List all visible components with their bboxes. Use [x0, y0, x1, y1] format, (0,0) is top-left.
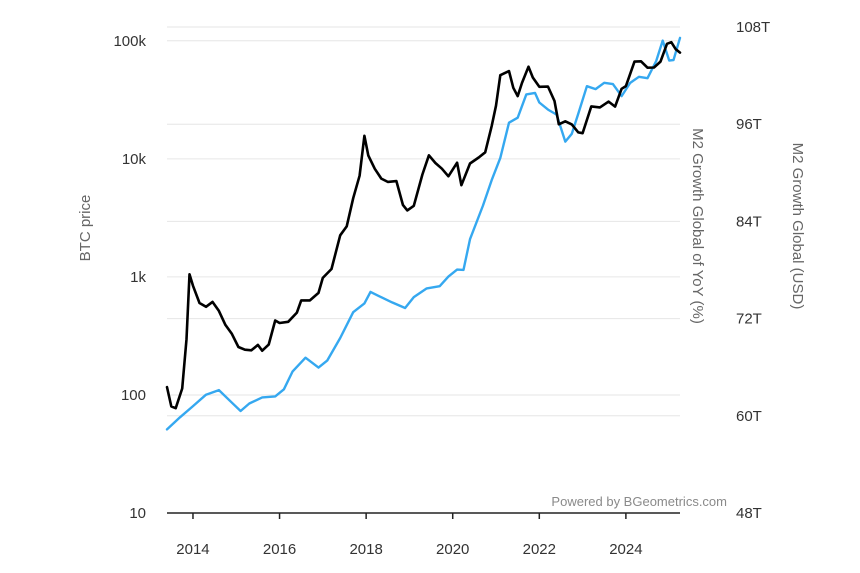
x-axis-ticks: 2014 2016 2018 2020 2022 2024	[176, 513, 643, 558]
gridlines	[167, 26, 680, 417]
y2-tick-label: 96T	[736, 116, 762, 133]
x-tick-label: 2022	[523, 541, 556, 558]
x-tick-label: 2018	[349, 541, 382, 558]
y2-axis-title: M2 Growth Global (USD)	[789, 143, 806, 310]
y-tick-label: 10k	[122, 151, 147, 168]
y2-tick-label: 84T	[736, 213, 762, 230]
y-tick-label: 100	[121, 387, 146, 404]
x-tick-label: 2016	[263, 541, 296, 558]
y2-tick-label: 60T	[736, 408, 762, 425]
y-tick-label: 100k	[113, 33, 146, 50]
series-line-btc-price	[165, 40, 682, 410]
y2-tick-label: 48T	[736, 505, 762, 522]
y-axis-ticks: 10 100 1k 10k 100k	[113, 33, 146, 522]
watermark-text: Powered by BGeometrics.com	[551, 494, 727, 509]
y-tick-label: 10	[129, 505, 146, 522]
x-tick-label: 2014	[176, 541, 209, 558]
x-tick-label: 2024	[609, 541, 642, 558]
y-tick-label: 1k	[130, 269, 146, 286]
y2-tick-label: 72T	[736, 311, 762, 328]
y3-axis-title: M2 Growth Global of YoY (%)	[689, 128, 706, 324]
x-tick-label: 2020	[436, 541, 469, 558]
y2-axis-ticks: 48T 60T 72T 84T 96T 108T	[736, 19, 770, 522]
y2-tick-label: 108T	[736, 19, 770, 36]
y-axis-title: BTC price	[77, 195, 94, 262]
series-layer	[165, 36, 682, 431]
series-line-m2-global	[165, 36, 682, 431]
